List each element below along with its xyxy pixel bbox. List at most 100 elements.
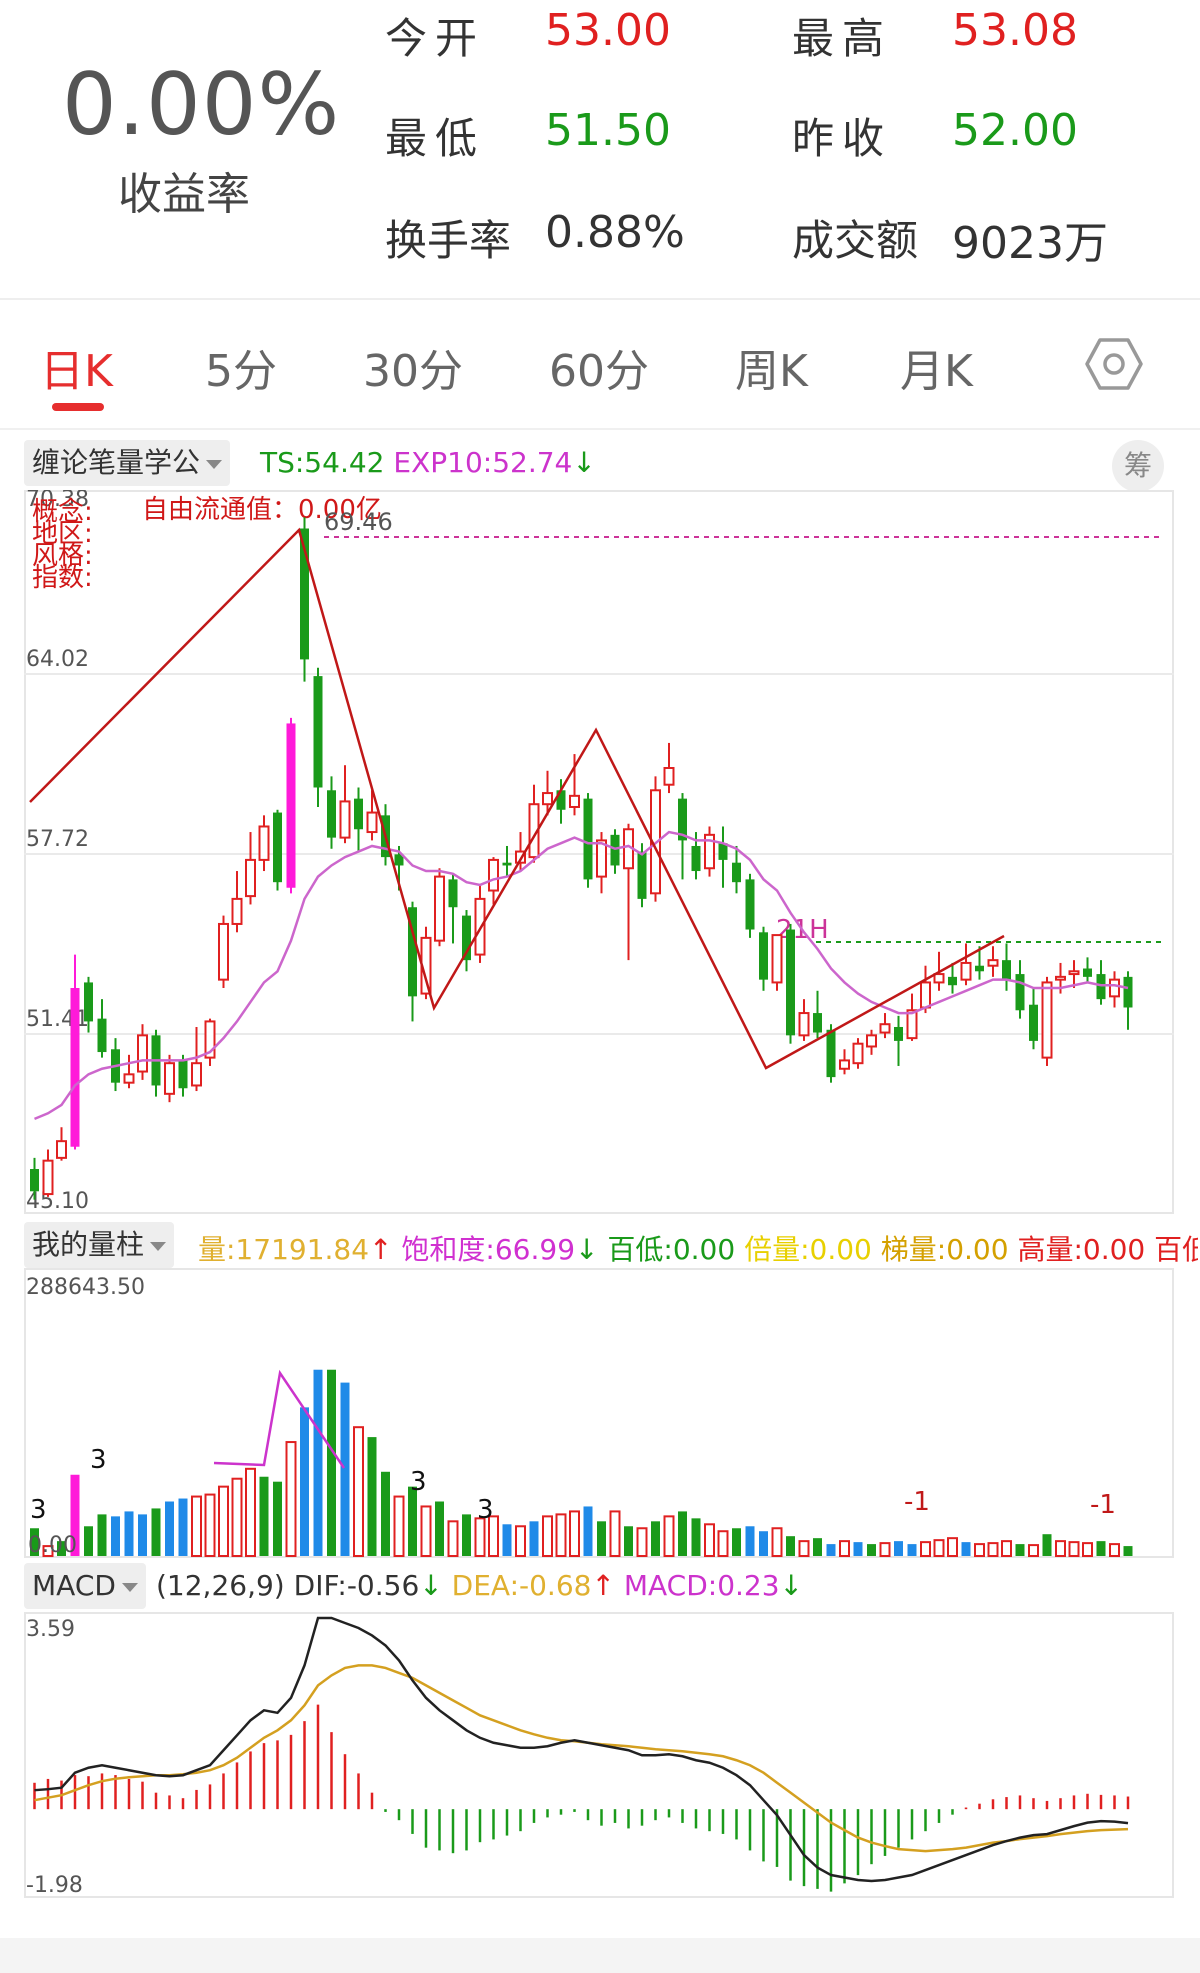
- candle: [798, 999, 810, 1041]
- volume-bar: [178, 1498, 188, 1556]
- candle: [462, 910, 471, 972]
- candle: [218, 915, 229, 988]
- volume-bar: [124, 1511, 134, 1556]
- candle: [258, 815, 270, 872]
- volume-bar: [759, 1531, 768, 1556]
- candle: [718, 826, 728, 888]
- kline-indicator-dropdown[interactable]: 缠论笔量学公: [24, 440, 231, 486]
- volume-bar: [555, 1513, 567, 1557]
- candle: [906, 993, 918, 1041]
- volume-bar: [447, 1520, 459, 1557]
- candle: [56, 1127, 67, 1161]
- volume-bar: [84, 1526, 93, 1556]
- tab-month-k[interactable]: 月K: [900, 346, 973, 397]
- candle: [231, 871, 243, 933]
- ma-line: [34, 830, 1129, 1121]
- candle: [732, 845, 741, 894]
- concept-label: 概念:: [32, 497, 93, 527]
- volume-bar: [1123, 1546, 1133, 1556]
- turnover-label: 换手率: [385, 216, 512, 265]
- volume-bar: [947, 1537, 958, 1558]
- macd-chart[interactable]: 3.59 -1.98: [24, 1612, 1174, 1898]
- tab-60min[interactable]: 60分: [549, 346, 649, 397]
- candle: [678, 793, 687, 880]
- chevron-down-icon: [121, 1582, 138, 1592]
- candle: [1029, 988, 1038, 1050]
- hexagon-settings-icon[interactable]: [1085, 335, 1143, 393]
- style-label: 风格:: [32, 541, 93, 571]
- tab-30min[interactable]: 30分: [363, 346, 463, 397]
- candle: [704, 826, 715, 877]
- tab-day-k[interactable]: 日K: [40, 346, 113, 397]
- candle: [178, 1054, 188, 1097]
- y-tick-45: 45.10: [26, 1189, 89, 1214]
- volume-chart[interactable]: 288643.50 3 3 3 3 -1 -1 0.00: [24, 1268, 1174, 1558]
- volume-bar: [704, 1523, 715, 1557]
- yield-value: 0.00%: [62, 55, 341, 155]
- tab-5min[interactable]: 5分: [205, 346, 277, 397]
- volume-bar: [151, 1508, 161, 1556]
- peak-price-label: 69.46: [324, 508, 393, 536]
- volume-bar: [70, 1474, 80, 1556]
- candle: [327, 776, 336, 849]
- candle: [826, 1024, 836, 1083]
- volume-stat: 量:17191.84: [198, 1233, 370, 1266]
- exp10-arrow: ↓: [572, 446, 596, 479]
- volume-bar: [853, 1542, 863, 1556]
- volume-bar: [542, 1515, 553, 1557]
- candle: [1015, 960, 1025, 1019]
- candle: [70, 954, 80, 1150]
- volume-bar: [502, 1524, 512, 1556]
- low-label: 最低: [385, 114, 486, 163]
- dif-line: [34, 1616, 1129, 1883]
- active-tab-indicator: [52, 403, 104, 411]
- volume-bar: [1109, 1543, 1120, 1557]
- kline-chart[interactable]: 70.38 64.02 57.72 51.41 45.10 概念: 地区: 风格…: [24, 490, 1174, 1214]
- volume-bar: [1042, 1534, 1052, 1556]
- candle: [1002, 943, 1011, 991]
- candle: [502, 845, 512, 877]
- candle: [813, 990, 822, 1039]
- volume-bar: [420, 1505, 432, 1557]
- y-tick-57: 57.72: [26, 827, 89, 852]
- high-value: 53.08: [952, 5, 1078, 56]
- volume-bar: [462, 1514, 471, 1556]
- volume-bar: [273, 1481, 282, 1556]
- candle: [1096, 960, 1106, 1005]
- turnover-value: 0.88%: [545, 207, 685, 258]
- volume-bar: [933, 1539, 945, 1558]
- candle: [191, 1026, 202, 1092]
- volume-bar: [624, 1526, 633, 1556]
- macd-indicator-dropdown[interactable]: MACD: [24, 1563, 146, 1609]
- candle: [1068, 960, 1080, 988]
- volume-indicator-dropdown[interactable]: 我的量柱: [24, 1222, 175, 1268]
- beiliang-stat: 倍量:0.00: [744, 1233, 872, 1266]
- candle: [97, 999, 107, 1058]
- macd-stats: (12,26,9) DIF:-0.56↓ DEA:-0.68↑ MACD:0.2…: [156, 1569, 804, 1602]
- baidi-stat: 百低:0.00: [607, 1233, 736, 1266]
- volume-bar: [867, 1544, 876, 1556]
- kline-frame: [24, 490, 1174, 1214]
- tab-week-k[interactable]: 周K: [735, 346, 808, 397]
- volume-bar: [1096, 1541, 1106, 1556]
- candle: [300, 517, 309, 682]
- chip-distribution-button[interactable]: 筹: [1112, 440, 1164, 492]
- quote-header: 0.00% 收益率 今开 53.00 最高 53.08 最低 51.50 昨收 …: [0, 0, 1200, 300]
- volume-mark: -1: [904, 1487, 930, 1517]
- volume-bar: [961, 1542, 971, 1556]
- candle: [948, 962, 957, 994]
- volume-bar: [313, 1369, 323, 1556]
- amount-value: 9023万: [952, 218, 1108, 269]
- candle: [488, 857, 499, 905]
- volume-bar: [813, 1538, 822, 1556]
- y-tick-51: 51.41: [26, 1007, 89, 1032]
- candle: [987, 946, 999, 977]
- low-value: 51.50: [545, 105, 671, 156]
- macd-top-value: 3.59: [26, 1617, 75, 1642]
- chevron-down-icon: [150, 1241, 167, 1251]
- volume-bar: [691, 1518, 701, 1556]
- candle: [839, 1049, 850, 1075]
- candle: [556, 779, 566, 824]
- candle: [610, 829, 620, 874]
- volume-bar: [745, 1526, 755, 1556]
